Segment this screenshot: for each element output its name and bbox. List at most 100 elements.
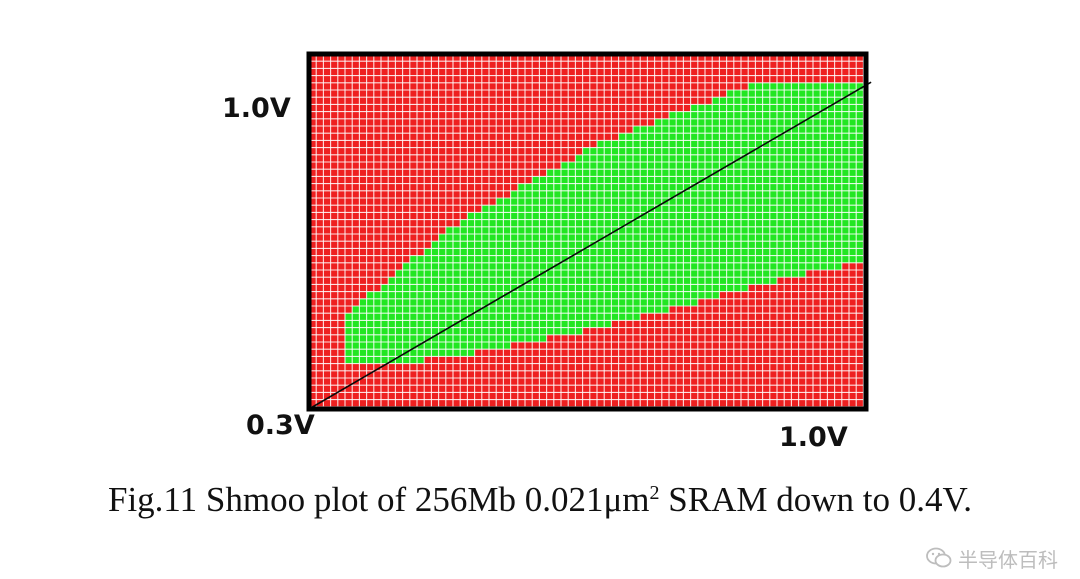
pass-cell — [546, 291, 555, 300]
fail-cell — [582, 378, 591, 386]
pass-cell — [510, 234, 519, 242]
pass-cell — [575, 154, 583, 163]
fail-cell — [827, 320, 835, 328]
fail-cell — [733, 399, 742, 408]
fail-cell — [834, 313, 843, 321]
pass-cell — [625, 234, 634, 242]
fail-cell — [510, 75, 519, 84]
pass-cell — [755, 133, 763, 141]
pass-cell — [561, 162, 569, 170]
pass-cell — [827, 234, 835, 242]
fail-cell — [489, 126, 497, 134]
fail-cell — [517, 342, 526, 350]
pass-cell — [525, 248, 533, 256]
fail-cell — [805, 399, 814, 408]
pass-cell — [690, 162, 699, 170]
pass-cell — [748, 241, 756, 249]
fail-cell — [553, 68, 562, 76]
pass-cell — [633, 205, 641, 213]
fail-cell — [777, 349, 785, 357]
fail-cell — [503, 118, 511, 127]
fail-cell — [453, 118, 461, 127]
fail-cell — [489, 140, 497, 148]
fail-cell — [676, 370, 684, 379]
pass-cell — [517, 205, 526, 213]
fail-cell — [424, 154, 432, 163]
fail-cell — [381, 111, 389, 120]
fail-cell — [841, 356, 850, 364]
fail-cell — [849, 349, 857, 357]
pass-cell — [409, 334, 418, 343]
fail-cell — [769, 75, 778, 84]
fail-cell — [683, 61, 691, 69]
fail-cell — [431, 176, 439, 184]
fail-cell — [705, 68, 713, 76]
fail-cell — [366, 111, 375, 120]
pass-cell — [683, 198, 691, 206]
pass-cell — [640, 270, 648, 278]
fail-cell — [690, 356, 699, 364]
pass-cell — [467, 313, 475, 321]
pass-cell — [647, 212, 655, 220]
fail-cell — [402, 385, 411, 393]
fail-cell — [445, 111, 454, 120]
fail-cell — [841, 284, 850, 292]
pass-cell — [539, 262, 547, 271]
pass-cell — [553, 205, 562, 213]
fail-cell — [352, 219, 360, 228]
fail-cell — [388, 378, 396, 386]
fail-cell — [597, 342, 605, 350]
pass-cell — [582, 291, 591, 300]
fail-cell — [352, 234, 360, 242]
fail-cell — [309, 234, 317, 242]
fail-cell — [625, 111, 634, 120]
pass-cell — [769, 198, 778, 206]
pass-cell — [762, 248, 771, 256]
pass-cell — [438, 284, 447, 292]
fail-cell — [849, 277, 857, 285]
fail-cell — [409, 378, 418, 386]
fail-cell — [604, 370, 612, 379]
fail-cell — [618, 356, 627, 364]
pass-cell — [697, 205, 706, 213]
fail-cell — [503, 190, 511, 199]
pass-cell — [496, 298, 504, 307]
fail-cell — [661, 327, 670, 336]
pass-cell — [813, 234, 821, 242]
fail-cell — [719, 61, 727, 69]
fail-cell — [467, 147, 475, 156]
fail-cell — [503, 169, 511, 177]
fail-cell — [633, 399, 641, 408]
fail-cell — [568, 356, 576, 364]
pass-cell — [690, 118, 699, 127]
pass-cell — [647, 126, 655, 134]
pass-cell — [820, 162, 828, 170]
fail-cell — [604, 392, 612, 400]
fail-cell — [733, 356, 742, 364]
pass-cell — [618, 212, 627, 220]
fail-cell — [496, 162, 504, 170]
pass-cell — [813, 90, 821, 98]
fail-cell — [424, 61, 432, 69]
fail-cell — [640, 334, 648, 343]
fail-cell — [568, 378, 576, 386]
pass-cell — [654, 205, 663, 213]
fail-cell — [582, 111, 591, 120]
pass-cell — [661, 147, 670, 156]
pass-cell — [712, 248, 720, 256]
pass-cell — [741, 90, 749, 98]
fail-cell — [373, 212, 382, 220]
pass-cell — [834, 140, 843, 148]
fail-cell — [705, 385, 713, 393]
fail-cell — [337, 147, 346, 156]
fail-cell — [431, 363, 439, 372]
pass-cell — [625, 262, 634, 271]
pass-cell — [633, 183, 641, 192]
fail-cell — [359, 226, 367, 235]
watermark: 半导体百科 — [926, 545, 1058, 572]
fail-cell — [409, 75, 418, 84]
fail-cell — [381, 154, 389, 163]
pass-cell — [834, 126, 843, 134]
pass-cell — [445, 255, 454, 264]
fail-cell — [755, 392, 763, 400]
